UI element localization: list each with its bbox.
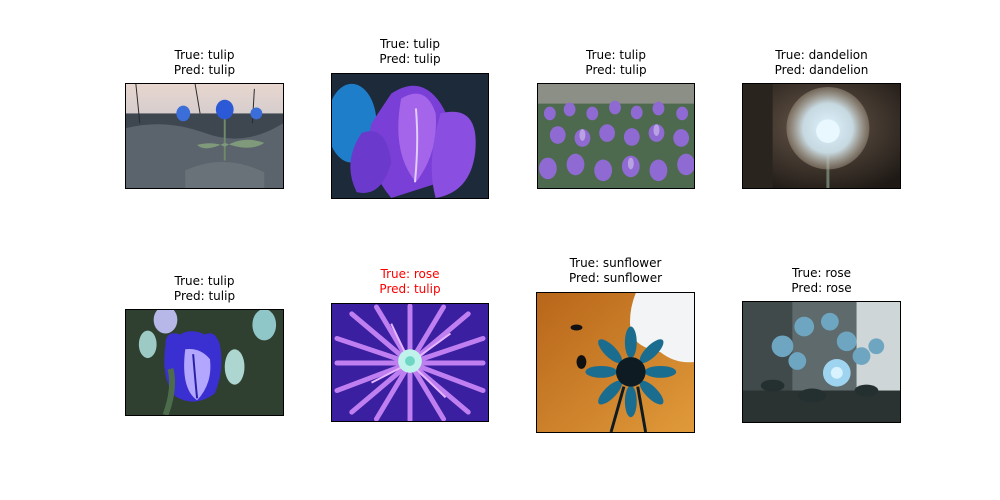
flower-image-1 — [125, 83, 284, 189]
flower-image-6 — [331, 303, 489, 422]
cell-8-true-label: True: rose — [792, 266, 851, 280]
cell-4-true-label: True: dandelion — [775, 48, 868, 62]
cell-3-pred-label: Pred: tulip — [585, 63, 647, 77]
cell-5-true-label: True: tulip — [174, 274, 235, 288]
cell-6-true-label: True: rose — [380, 267, 440, 281]
cell-6-pred-label: Pred: tulip — [379, 282, 441, 296]
cell-2-pred-label: Pred: tulip — [379, 52, 441, 66]
flower-image-3 — [537, 83, 695, 189]
flower-image-2 — [331, 73, 489, 199]
flower-image-5 — [125, 309, 284, 416]
cell-2-true-label: True: tulip — [380, 37, 440, 51]
flower-image-4 — [742, 83, 901, 189]
cell-5-pred-label: Pred: tulip — [173, 289, 236, 303]
cell-7-true-label: True: sunflower — [569, 256, 662, 270]
flower-image-8 — [742, 301, 901, 423]
flower-image-7 — [536, 292, 695, 433]
cell-7-pred-label: Pred: sunflower — [568, 271, 663, 285]
cell-3-true-label: True: tulip — [586, 48, 646, 62]
cell-4-pred-label: Pred: dandelion — [774, 63, 869, 77]
cell-1-pred-label: Pred: tulip — [173, 63, 236, 77]
cell-8-pred-label: Pred: rose — [791, 281, 852, 295]
cell-1-true-label: True: tulip — [174, 48, 235, 62]
